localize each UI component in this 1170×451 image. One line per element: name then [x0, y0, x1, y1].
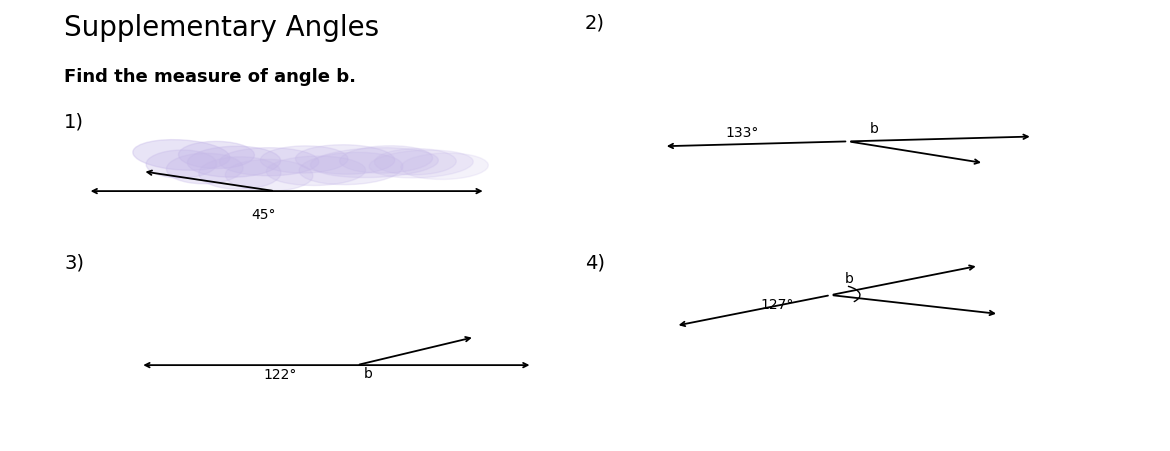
- Text: 1): 1): [64, 113, 84, 132]
- Ellipse shape: [300, 153, 402, 185]
- Text: 127°: 127°: [760, 298, 794, 312]
- Text: b: b: [869, 121, 879, 135]
- Ellipse shape: [374, 149, 456, 175]
- Text: 3): 3): [64, 253, 84, 272]
- Ellipse shape: [166, 154, 243, 184]
- Ellipse shape: [401, 154, 488, 180]
- Text: b: b: [364, 366, 373, 380]
- Ellipse shape: [261, 147, 347, 174]
- Ellipse shape: [199, 157, 281, 190]
- Text: 45°: 45°: [252, 207, 276, 221]
- Ellipse shape: [310, 148, 439, 178]
- Ellipse shape: [370, 151, 473, 179]
- Ellipse shape: [226, 160, 312, 192]
- Text: Find the measure of angle b.: Find the measure of angle b.: [64, 68, 357, 86]
- Text: Supplementary Angles: Supplementary Angles: [64, 14, 379, 41]
- Ellipse shape: [179, 142, 254, 169]
- Ellipse shape: [267, 156, 365, 186]
- Ellipse shape: [339, 147, 433, 174]
- Text: 2): 2): [585, 14, 605, 32]
- Ellipse shape: [220, 148, 318, 176]
- Text: 133°: 133°: [725, 126, 759, 140]
- Text: b: b: [845, 272, 854, 285]
- Ellipse shape: [133, 140, 229, 171]
- Text: 4): 4): [585, 253, 605, 272]
- Text: 122°: 122°: [263, 368, 297, 382]
- Ellipse shape: [187, 147, 281, 178]
- Ellipse shape: [296, 145, 394, 175]
- Ellipse shape: [146, 151, 216, 179]
